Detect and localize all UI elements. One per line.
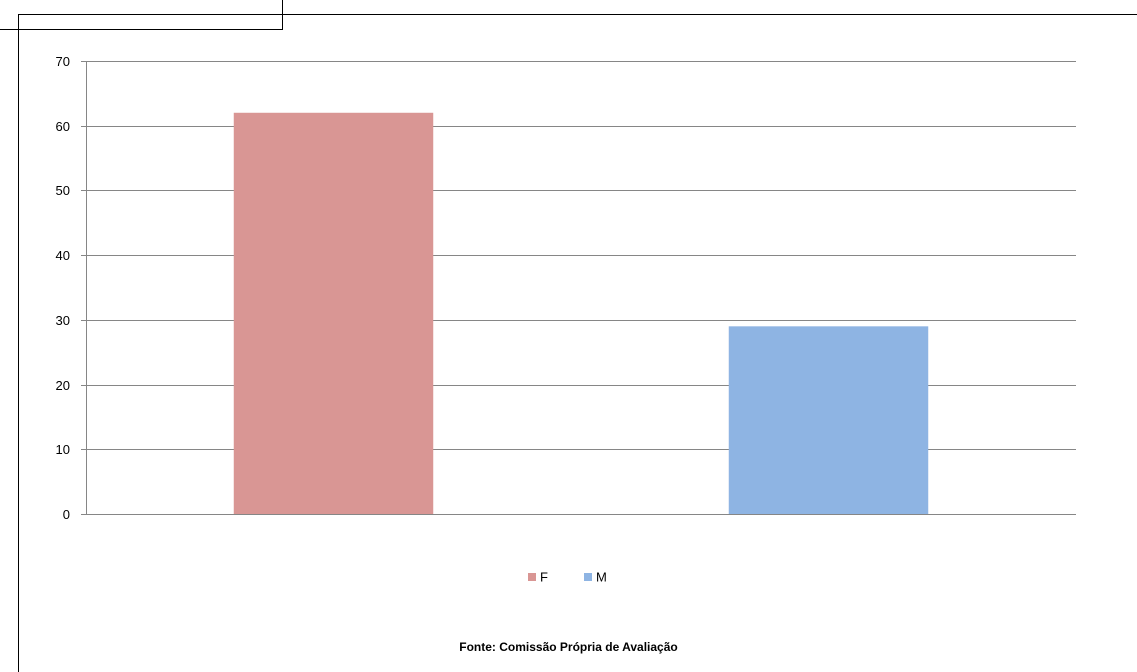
- chart-frame: [18, 14, 1137, 672]
- chart-source: Fonte: Comissão Própria de Avaliação: [459, 640, 678, 654]
- legend-swatch-m: [584, 573, 592, 581]
- frame-corner: [0, 0, 283, 30]
- bar-m: [728, 326, 929, 514]
- y-tick-label: 20: [56, 378, 70, 393]
- axes: 0 10 20 30 40 50 60 70: [56, 54, 1076, 522]
- y-tick-label: 40: [56, 248, 70, 263]
- legend-label-f: F: [540, 570, 548, 585]
- y-tick-label: 30: [56, 313, 70, 328]
- y-tick-label: 50: [56, 183, 70, 198]
- legend-swatch-f: [528, 573, 536, 581]
- y-tick-label: 10: [56, 442, 70, 457]
- y-tick-label: 0: [63, 507, 70, 522]
- bar-f: [233, 112, 434, 515]
- y-tick-label: 60: [56, 119, 70, 134]
- legend-label-m: M: [596, 570, 607, 585]
- bars: [233, 112, 929, 515]
- y-tick-label: 70: [56, 54, 70, 69]
